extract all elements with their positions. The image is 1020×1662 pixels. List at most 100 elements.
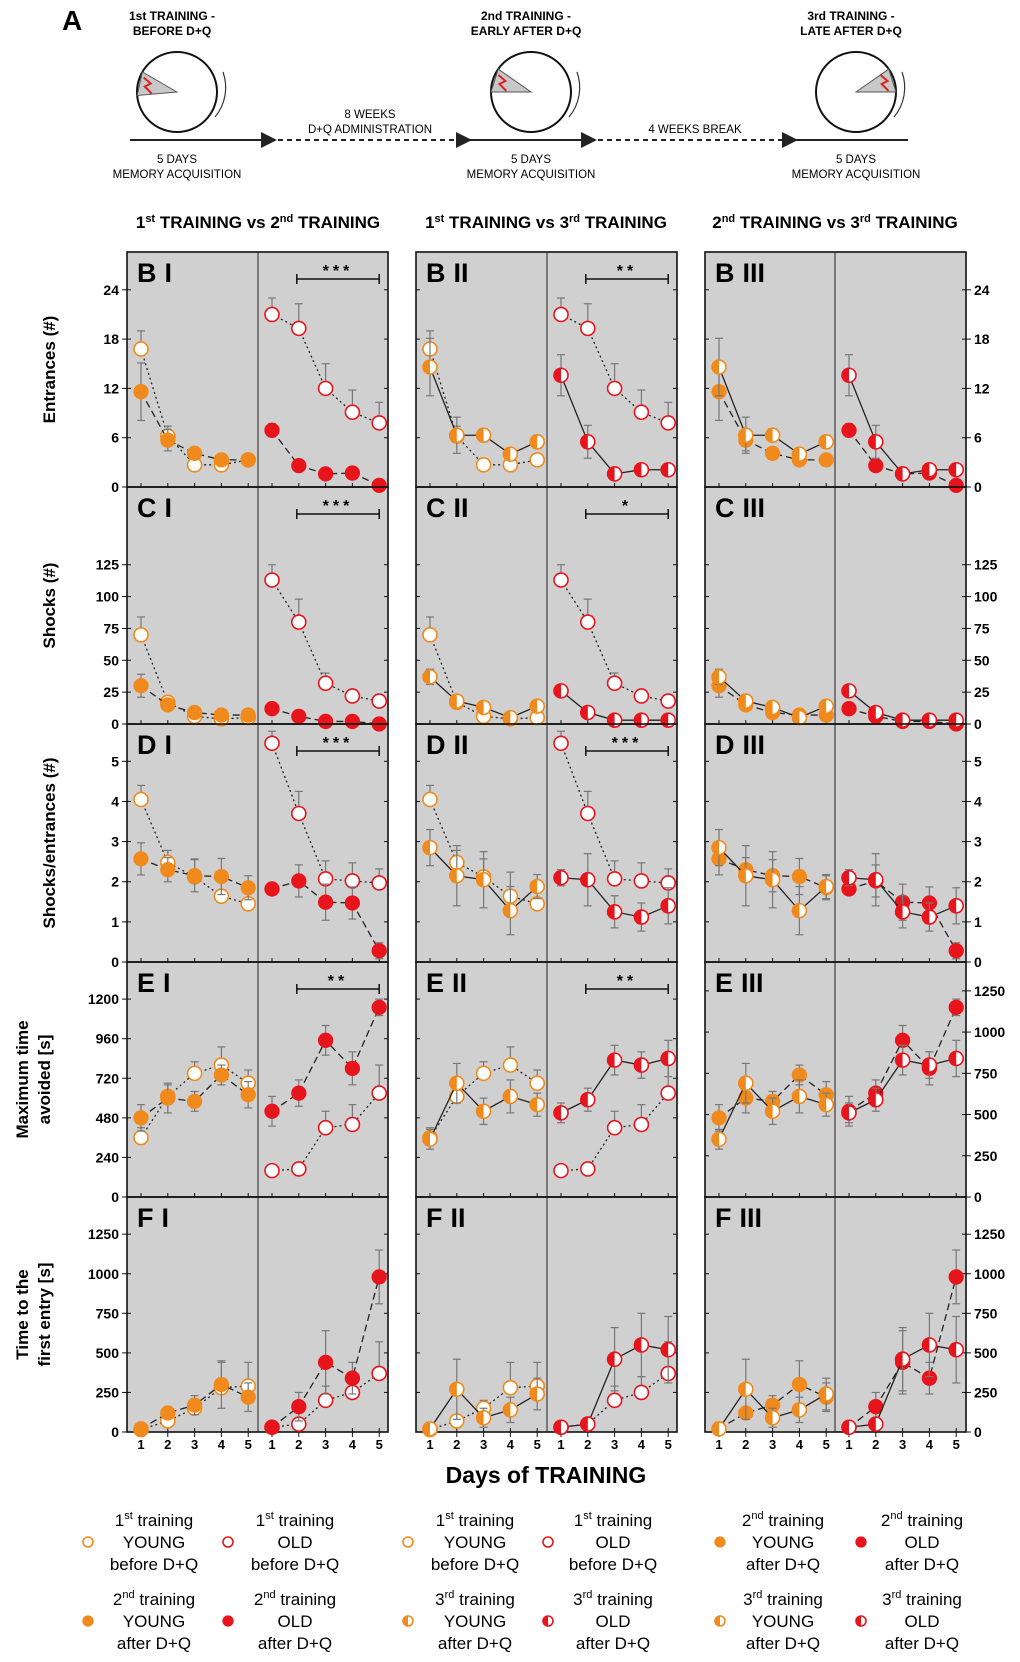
x-tick-label: 5 <box>665 1437 672 1452</box>
panel-letter: B <box>137 258 157 288</box>
marker-half <box>922 910 930 925</box>
y-tick-label: 50 <box>103 652 119 668</box>
data-point-T3Y <box>502 902 519 919</box>
data-point-T3Y <box>502 1088 519 1105</box>
legend-num: 1 <box>436 1511 445 1530</box>
legend-item: 2nd training OLD after D+Q <box>222 1589 336 1653</box>
legend-sup: st <box>265 1510 274 1522</box>
data-point-T3Y <box>711 839 727 856</box>
marker <box>133 627 149 643</box>
marker-half <box>949 1051 957 1066</box>
marker-half <box>554 1420 561 1435</box>
marker <box>317 713 334 730</box>
marker <box>160 697 176 713</box>
series-T3O <box>841 1039 965 1124</box>
panel-letter: F <box>715 1203 732 1233</box>
data-point-T2Y <box>791 1376 808 1393</box>
y-tick-label: 250 <box>96 1384 120 1400</box>
marker <box>579 320 596 337</box>
data-point-T3O <box>660 712 677 728</box>
marker <box>855 1536 867 1548</box>
stage-description: MEMORY ACQUISITION <box>792 169 921 181</box>
data-point-T3Y <box>764 1409 781 1426</box>
marker <box>529 452 546 468</box>
marker <box>841 701 857 717</box>
y-tick-label: 0 <box>111 716 119 732</box>
marker <box>290 1161 307 1177</box>
data-point-T1O <box>317 675 334 692</box>
marker <box>344 1370 361 1386</box>
legend-line: 3rd training <box>435 1589 515 1609</box>
significance-stars: *** <box>323 735 354 752</box>
data-point-T1O <box>542 1536 554 1548</box>
data-point-T1Y <box>82 1536 94 1548</box>
panel-label: E III <box>715 968 764 998</box>
data-point-T2Y <box>133 1421 149 1437</box>
data-point-T1O <box>317 1392 334 1409</box>
legend-num: 1 <box>115 1511 124 1530</box>
data-point-T1Y <box>475 457 492 473</box>
data-point-T3O <box>553 1105 569 1121</box>
data-point-T2O <box>264 1103 280 1119</box>
y-tick-label: 75 <box>103 620 119 636</box>
data-point-T2Y <box>133 851 149 867</box>
stage-title: EARLY AFTER D+Q <box>471 24 582 38</box>
data-point-T3O <box>553 1419 569 1436</box>
data-point-T3O <box>921 712 938 728</box>
stage-duration: 5 DAYS <box>511 154 551 166</box>
marker-half <box>607 904 615 919</box>
data-point-T3Y <box>791 709 808 726</box>
data-point-T3Y <box>791 1088 808 1105</box>
data-point-T2Y <box>240 452 256 468</box>
x-tick-label: 3 <box>611 1437 618 1452</box>
data-point-T1O <box>344 688 361 704</box>
y-axis-label: Time to the <box>13 1269 32 1359</box>
y-tick-label: 0 <box>111 1424 119 1440</box>
marker <box>133 851 149 867</box>
marker-half <box>765 1104 773 1119</box>
panel-numeral: III <box>743 493 766 523</box>
data-point-T3Y <box>475 1103 492 1120</box>
marker <box>402 1536 414 1548</box>
marker-half <box>868 434 876 449</box>
legend-text: training <box>135 1590 195 1609</box>
panel-D-III: D III 0 1 2 3 4 5 <box>704 723 982 970</box>
panel-letter: E <box>137 968 155 998</box>
data-point-T3O <box>633 909 650 925</box>
data-point-T3Y <box>711 669 727 685</box>
data-point-T1O <box>553 735 569 752</box>
x-tick-label: 4 <box>349 1437 357 1452</box>
marker <box>344 1116 361 1133</box>
marker <box>344 404 361 421</box>
marker-half <box>403 1616 408 1626</box>
panel-C-II: C II * <box>415 486 678 728</box>
marker <box>606 1392 623 1409</box>
x-tick-label: 5 <box>953 1437 960 1452</box>
legend-item: 2nd training YOUNG after D+Q <box>82 1589 195 1653</box>
marker-half <box>792 447 800 462</box>
data-point-T1O <box>317 380 334 397</box>
data-point-T2Y <box>186 704 203 721</box>
marker <box>371 999 387 1016</box>
marker-half <box>738 694 746 709</box>
data-point-T3Y <box>529 878 546 895</box>
marker <box>133 1421 149 1437</box>
marker <box>553 572 569 588</box>
panel-numeral: II <box>454 258 469 288</box>
marker-half <box>476 1410 484 1425</box>
marker <box>579 614 596 630</box>
legend-line: 2nd training <box>254 1589 336 1609</box>
data-point-T3O <box>841 869 857 886</box>
data-point-T2O <box>855 1536 867 1548</box>
marker <box>213 1067 230 1083</box>
stage-title: BEFORE D+Q <box>133 24 211 38</box>
legend-text: training <box>133 1511 193 1530</box>
panel-label: F III <box>715 1203 762 1233</box>
legend-text: training <box>592 1511 652 1530</box>
data-point-T2O <box>344 713 361 730</box>
data-point-T3Y <box>764 699 781 716</box>
marker <box>344 713 361 730</box>
y-tick-label: 250 <box>974 1148 998 1164</box>
data-point-T2O <box>317 1032 334 1048</box>
